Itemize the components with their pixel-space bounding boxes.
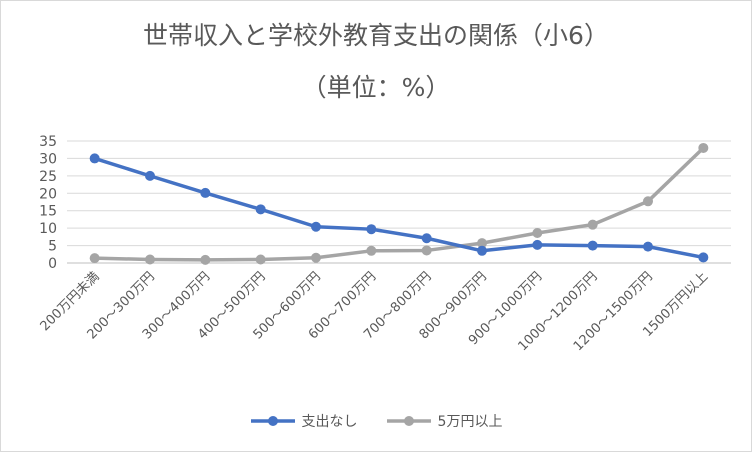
y-tick-label: 25: [39, 169, 57, 185]
legend-label-0: 支出なし: [301, 414, 358, 430]
y-tick-label: 10: [39, 221, 57, 237]
series-0: [89, 153, 709, 263]
y-tick-label: 20: [39, 186, 57, 202]
data-point: [311, 252, 321, 263]
data-point: [587, 240, 598, 251]
chart-title: 世帯収入と学校外教育支出の関係（小6）: [143, 21, 609, 50]
legend-swatch-0: [250, 416, 295, 426]
gridlines: [67, 140, 731, 264]
data-point: [477, 238, 487, 249]
y-tick-label: 30: [39, 151, 57, 167]
data-point: [698, 142, 709, 153]
data-point: [643, 241, 653, 252]
series-line-0: [92, 156, 706, 260]
x-axis-ticks: 200万円未満200～300万円300～400万円400～500万円500～60…: [38, 269, 712, 354]
y-tick-label: 35: [39, 134, 57, 150]
data-point: [89, 253, 100, 264]
data-point: [366, 224, 377, 235]
data-point: [145, 254, 155, 265]
data-point: [311, 221, 321, 232]
data-point: [200, 187, 211, 198]
chart-subtitle: （単位：%）: [301, 73, 451, 102]
legend-entry-0: 支出なし: [250, 411, 358, 431]
legend-swatch-1: [386, 416, 431, 426]
legend-marker-1: [403, 416, 414, 426]
data-point: [643, 196, 653, 207]
data-point: [255, 204, 266, 215]
data-point: [532, 228, 543, 239]
series-1: [89, 142, 709, 265]
series-layer: [89, 142, 709, 265]
data-point: [587, 219, 598, 230]
data-point: [89, 153, 100, 164]
y-tick-label: 15: [39, 204, 57, 220]
data-point: [366, 245, 377, 256]
legend-label-1: 5万円以上: [437, 414, 503, 430]
series-line-1: [92, 146, 706, 262]
legend-marker-0: [267, 416, 278, 426]
data-point: [532, 239, 543, 250]
y-tick-label: 0: [48, 256, 57, 272]
y-tick-label: 5: [48, 239, 57, 255]
data-point: [145, 170, 155, 181]
data-point: [255, 254, 266, 265]
data-point: [477, 245, 487, 256]
data-point: [200, 254, 211, 265]
legend-entry-1: 5万円以上: [386, 411, 503, 431]
legend: 支出なし 5万円以上: [1, 411, 751, 431]
data-point: [421, 245, 432, 256]
data-point: [421, 233, 432, 244]
data-point: [698, 252, 709, 263]
